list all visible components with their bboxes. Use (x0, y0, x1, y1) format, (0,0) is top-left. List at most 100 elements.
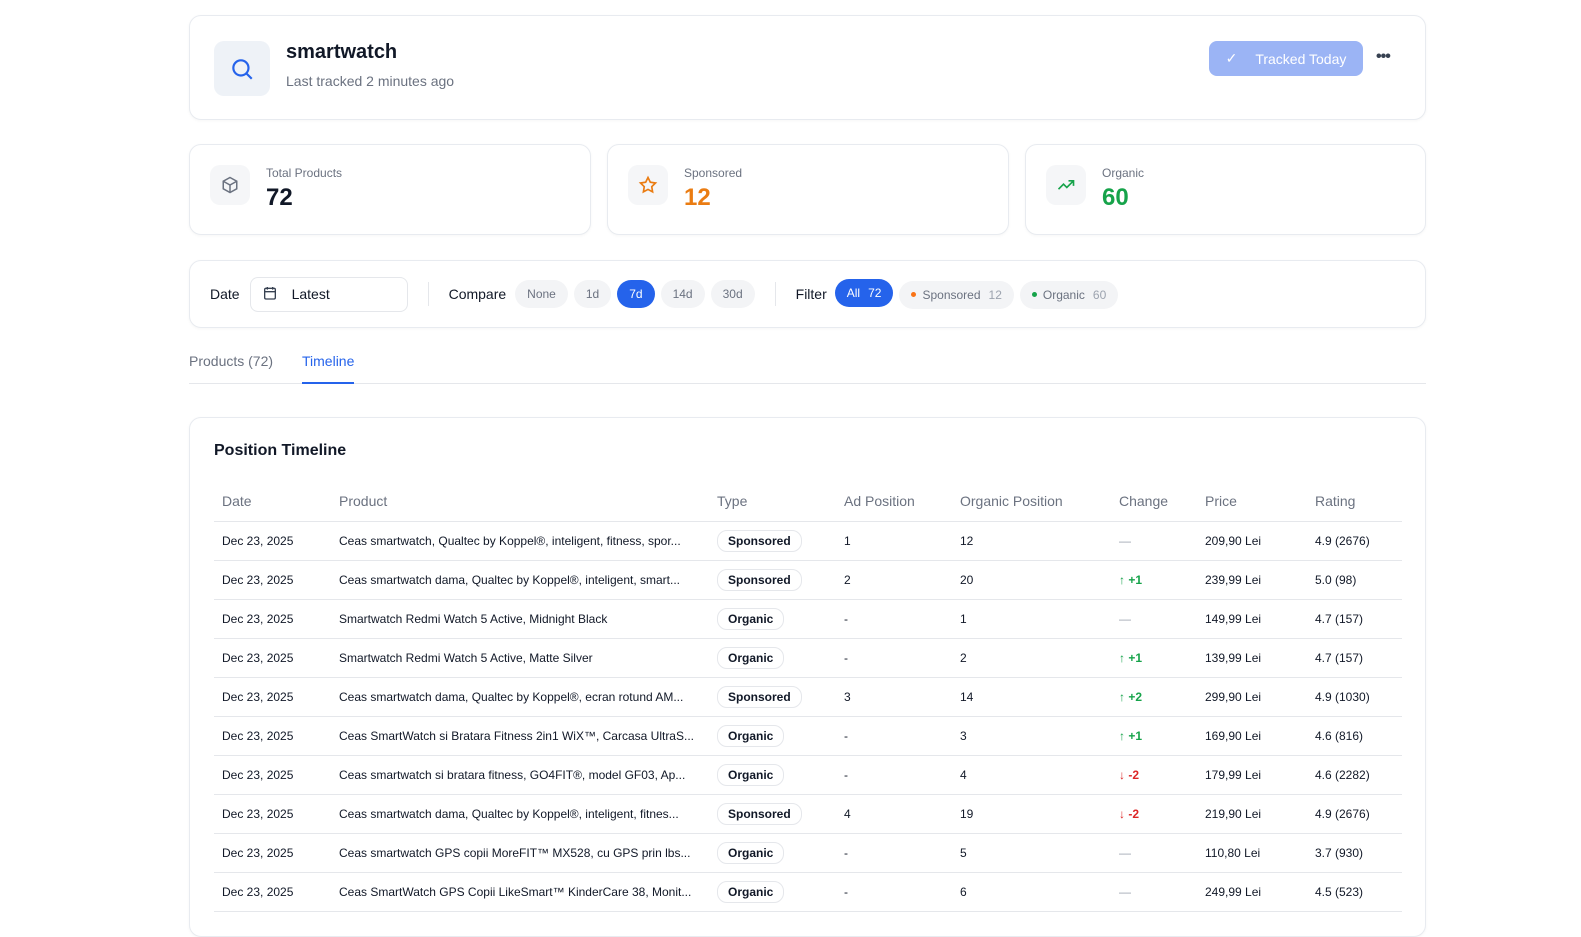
cell-price: 179,99 Lei (1197, 755, 1307, 795)
compare-option-30d[interactable]: 30d (710, 280, 755, 308)
column-header-change[interactable]: Change (1111, 481, 1197, 522)
filter-option-sponsored[interactable]: Sponsored 12 (899, 280, 1014, 309)
arrow-up-icon: ↑ (1119, 728, 1125, 743)
cell-type: Sponsored (709, 677, 836, 717)
cell-type: Organic (709, 872, 836, 912)
cell-organic-position: 5 (952, 833, 1111, 873)
change-value: -2 (1128, 767, 1140, 782)
cell-change: — (1111, 521, 1197, 561)
position-timeline-card: Position Timeline Date Product Type Ad Posi… (189, 417, 1426, 937)
cell-product: Ceas smartwatch dama, Qualtec by Koppel®… (331, 794, 709, 834)
cell-rating: 5.0 (98) (1307, 560, 1402, 600)
filter-option-count: 60 (1092, 287, 1107, 302)
stat-label: Sponsored (684, 166, 743, 180)
type-badge: Sponsored (717, 568, 802, 591)
cell-ad-position: 1 (836, 521, 952, 561)
divider (774, 282, 776, 306)
table-row[interactable]: Dec 23, 2025 Ceas smartwatch si bratara f… (214, 755, 1402, 795)
table-row[interactable]: Dec 23, 2025 Ceas smartwatch dama, Qualte… (214, 560, 1402, 600)
column-header-ad-position[interactable]: Ad Position (836, 481, 952, 522)
tab-bar: Products (72) Timeline (189, 345, 1426, 384)
change-value: -2 (1128, 806, 1140, 821)
stat-total-products: Total Products 72 (189, 144, 591, 235)
cell-change: ↑ +2 (1111, 677, 1197, 717)
cell-product: Ceas smartwatch dama, Qualtec by Koppel®… (331, 677, 709, 717)
compare-option-1d[interactable]: 1d (573, 280, 612, 308)
cell-rating: 4.9 (2676) (1307, 521, 1402, 561)
cell-change: ↑ +1 (1111, 638, 1197, 678)
compare-option-7d[interactable]: 7d (617, 280, 655, 308)
compare-option-14d[interactable]: 14d (660, 280, 705, 308)
type-badge: Sponsored (717, 529, 802, 552)
column-header-product[interactable]: Product (331, 481, 709, 522)
cell-change: ↓ -2 (1111, 755, 1197, 795)
timeline-table: Date Product Type Ad Position Organic Positi… (214, 481, 1402, 912)
column-header-price[interactable]: Price (1197, 481, 1307, 522)
column-header-organic-position[interactable]: Organic Position (952, 481, 1111, 522)
table-row[interactable]: Dec 23, 2025 Ceas SmartWatch GPS Copii Li… (214, 872, 1402, 912)
stat-value: 12 (684, 184, 711, 211)
type-badge: Sponsored (717, 685, 802, 708)
filter-option-organic[interactable]: Organic 60 (1019, 280, 1119, 309)
star-icon (628, 165, 668, 205)
filter-option-all[interactable]: All 72 (834, 279, 894, 308)
tab-products[interactable]: Products (72) (189, 353, 274, 369)
stat-label: Organic (1102, 166, 1145, 180)
cell-price: 239,99 Lei (1197, 560, 1307, 600)
status-dot-icon (1031, 292, 1037, 298)
filter-option-label: Organic (1042, 287, 1085, 302)
compare-option-none[interactable]: None (515, 280, 568, 308)
package-icon (210, 165, 250, 205)
arrow-down-icon: ↓ (1119, 806, 1125, 821)
more-options-icon[interactable]: ••• (1376, 48, 1391, 65)
cell-rating: 4.9 (2676) (1307, 794, 1402, 834)
cell-price: 110,80 Lei (1197, 833, 1307, 873)
table-row[interactable]: Dec 23, 2025 Smartwatch Redmi Watch 5 Act… (214, 638, 1402, 678)
column-header-type[interactable]: Type (709, 481, 836, 522)
cell-ad-position: - (836, 755, 952, 795)
cell-ad-position: - (836, 833, 952, 873)
cell-type: Organic (709, 716, 836, 756)
table-row[interactable]: Dec 23, 2025 Ceas smartwatch dama, Qualte… (214, 677, 1402, 717)
cell-price: 169,90 Lei (1197, 716, 1307, 756)
keyword-header: smartwatch Last tracked 2 minutes ago ✓ T… (189, 15, 1426, 120)
date-picker[interactable]: Latest (249, 276, 408, 312)
cell-date: Dec 23, 2025 (214, 521, 331, 561)
cell-date: Dec 23, 2025 (214, 638, 331, 678)
divider (427, 282, 429, 306)
table-row[interactable]: Dec 23, 2025 Smartwatch Redmi Watch 5 Act… (214, 599, 1402, 639)
cell-type: Sponsored (709, 521, 836, 561)
no-change-value: — (1119, 845, 1131, 860)
cell-change: — (1111, 872, 1197, 912)
cell-organic-position: 12 (952, 521, 1111, 561)
cell-change: — (1111, 599, 1197, 639)
table-row[interactable]: Dec 23, 2025 Ceas smartwatch, Qualtec by … (214, 521, 1402, 561)
cell-date: Dec 23, 2025 (214, 677, 331, 717)
cell-rating: 4.6 (816) (1307, 716, 1402, 756)
cell-price: 249,99 Lei (1197, 872, 1307, 912)
table-row[interactable]: Dec 23, 2025 Ceas SmartWatch si Bratara F… (214, 716, 1402, 756)
tracked-today-button[interactable]: ✓ Tracked Today (1209, 41, 1363, 76)
stat-organic: Organic 60 (1025, 144, 1426, 235)
cell-ad-position: - (836, 599, 952, 639)
cell-price: 139,99 Lei (1197, 638, 1307, 678)
cell-type: Sponsored (709, 560, 836, 600)
last-tracked: Last tracked 2 minutes ago (286, 73, 455, 89)
type-badge: Organic (717, 724, 785, 747)
change-value: +1 (1128, 728, 1143, 743)
cell-product: Smartwatch Redmi Watch 5 Active, Midnigh… (331, 599, 709, 639)
tab-timeline[interactable]: Timeline (302, 353, 355, 384)
cell-date: Dec 23, 2025 (214, 716, 331, 756)
cell-ad-position: - (836, 716, 952, 756)
cell-organic-position: 2 (952, 638, 1111, 678)
stat-value: 60 (1102, 184, 1129, 211)
cell-rating: 4.7 (157) (1307, 599, 1402, 639)
arrow-up-icon: ↑ (1119, 689, 1125, 704)
filter-option-count: 12 (988, 287, 1002, 302)
table-row[interactable]: Dec 23, 2025 Ceas smartwatch dama, Qualte… (214, 794, 1402, 834)
column-header-rating[interactable]: Rating (1307, 481, 1402, 522)
change-value: +1 (1128, 572, 1143, 587)
type-badge: Organic (717, 880, 785, 903)
column-header-date[interactable]: Date (214, 481, 331, 522)
table-row[interactable]: Dec 23, 2025 Ceas smartwatch GPS copii Mo… (214, 833, 1402, 873)
